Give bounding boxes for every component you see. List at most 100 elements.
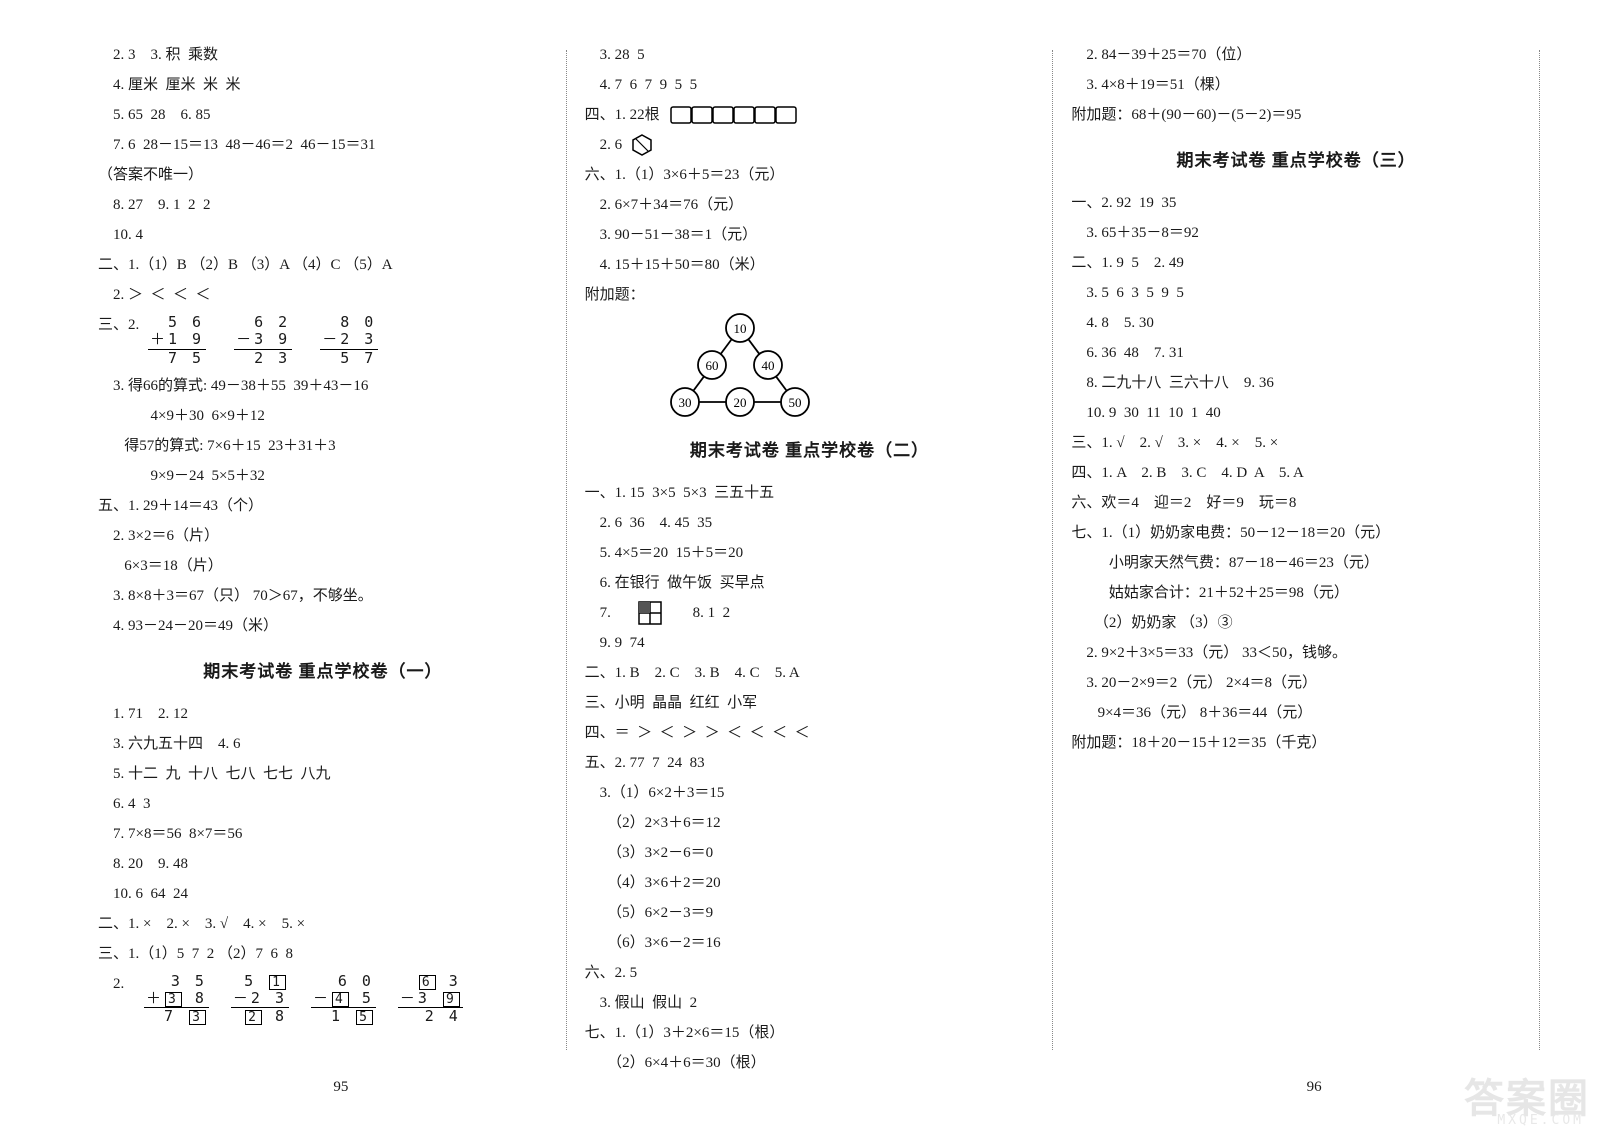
- text-line: 六、2. 5: [585, 958, 1035, 988]
- text-line: 姑姑家合计：21＋52＋25＝98（元）: [1071, 578, 1521, 608]
- vertical-calc: 3 5＋3 8 7 3: [144, 973, 209, 1026]
- text-line: 四、1. 22根: [585, 100, 660, 130]
- text-line: 3. 8×8＋3＝67（只） 70＞67，不够坐。: [98, 581, 548, 611]
- text-line: 1. 71 2. 12: [98, 699, 548, 729]
- text-line: 2. 6×7＋34＝76（元）: [585, 190, 1035, 220]
- text-line: 3. 得66的算式: 49－38＋55 39＋43－16: [98, 371, 548, 401]
- text-line: 3. 65＋35－8＝92: [1071, 218, 1521, 248]
- text-line: 七、1.（1）3＋2×6＝15（根）: [585, 1018, 1035, 1048]
- text-line: 3. 28 5: [585, 40, 1035, 70]
- text-line: （2）2×3＋6＝12: [585, 808, 1035, 838]
- text-line: 四、＝ ＞ ＜ ＞ ＞ ＜ ＜ ＜ ＜: [585, 718, 1035, 748]
- tri-node: 40: [761, 358, 774, 373]
- text-line: 2. 84－39＋25＝70（位）: [1071, 40, 1521, 70]
- text-line: 一、2. 92 19 35: [1071, 188, 1521, 218]
- text-line: 3. 90－51－38＝1（元）: [585, 220, 1035, 250]
- text-line: 2.: [98, 969, 144, 999]
- blocks-icon: [670, 104, 800, 126]
- text-line: 4×9＋30 6×9＋12: [98, 401, 548, 431]
- text-line: 三、2.: [98, 310, 148, 340]
- text-line: （6）3×6－2＝16: [585, 928, 1035, 958]
- text-line: 6. 在银行 做午饭 买早点: [585, 568, 1035, 598]
- grid-square-icon: [637, 600, 663, 626]
- text-line: 三、1.（1）5 7 2 （2）7 6 8: [98, 939, 548, 969]
- page-number-left: 95: [98, 1072, 584, 1102]
- text-line: 2. 6: [585, 130, 623, 160]
- text-line: 二、1. B 2. C 3. B 4. C 5. A: [585, 658, 1035, 688]
- text-line: 附加题：: [585, 280, 1035, 310]
- vertical-calc-row: 5 6＋1 9 7 5 6 2－3 9 2 3 8 0－2 3 5 7: [148, 314, 378, 367]
- text-line: 5. 65 28 6. 85: [98, 100, 548, 130]
- column-2: 3. 28 5 4. 7 6 7 9 5 5 四、1. 22根 2. 6 六、1…: [567, 40, 1053, 1110]
- text-line: 三、小明 晶晶 红红 小军: [585, 688, 1035, 718]
- text-line: 8. 20 9. 48: [98, 849, 548, 879]
- text-line: 附加题：68＋(90－60)－(5－2)＝95: [1071, 100, 1521, 130]
- vertical-calc: 5 1－2 3 2 8: [231, 973, 289, 1026]
- tri-node: 50: [788, 395, 801, 410]
- text-line: （4）3×6＋2＝20: [585, 868, 1035, 898]
- text-line: 4. 8 5. 30: [1071, 308, 1521, 338]
- page-number-right: 96: [1071, 1072, 1557, 1102]
- section-heading: 期末考试卷 重点学校卷（三）: [1071, 144, 1521, 178]
- text-line: 五、1. 29＋14＝43（个）: [98, 491, 548, 521]
- vertical-calc-row: 3 5＋3 8 7 3 5 1－2 3 2 8 6 0－4 5 1 5 6 3－…: [144, 973, 463, 1026]
- text-line: 附加题：18＋20－15＋12＝35（千克）: [1071, 728, 1521, 758]
- text-line: 2. ＞ ＜ ＜ ＜: [98, 280, 548, 310]
- vertical-calc: 5 6＋1 9 7 5: [148, 314, 206, 367]
- vertical-calc: 6 3－3 9 2 4: [398, 973, 463, 1026]
- text-line: 六、欢＝4 迎＝2 好＝9 玩＝8: [1071, 488, 1521, 518]
- text-line: （3）3×2－6＝0: [585, 838, 1035, 868]
- text-line: 二、1.（1）B （2）B （3）A （4）C （5）A: [98, 250, 548, 280]
- text-line: 小明家天然气费：87－18－46＝23（元）: [1071, 548, 1521, 578]
- text-line: 9. 9 74: [585, 628, 1035, 658]
- tri-node: 30: [678, 395, 691, 410]
- text-line: 10. 9 30 11 10 1 40: [1071, 398, 1521, 428]
- text-line: 4. 厘米 厘米 米 米: [98, 70, 548, 100]
- text-line: 得57的算式: 7×6＋15 23＋31＋3: [98, 431, 548, 461]
- text-line: 9×9－24 5×5＋32: [98, 461, 548, 491]
- text-line: 3. 假山 假山 2: [585, 988, 1035, 1018]
- text-line: 9×4＝36（元） 8＋36＝44（元）: [1071, 698, 1521, 728]
- text-line: 七、1.（1）奶奶家电费：50－12－18＝20（元）: [1071, 518, 1521, 548]
- column-3: 2. 84－39＋25＝70（位） 3. 4×8＋19＝51（棵） 附加题：68…: [1053, 40, 1539, 1110]
- text-line: （答案不唯一）: [98, 160, 548, 190]
- page-spread: 2. 3 3. 积 乘数 4. 厘米 厘米 米 米 5. 65 28 6. 85…: [0, 0, 1600, 1130]
- text-line: 3. 20－2×9＝2（元） 2×4＝8（元）: [1071, 668, 1521, 698]
- text-line: 5. 十二 九 十八 七八 七七 八九: [98, 759, 548, 789]
- text-line: 3. 4×8＋19＝51（棵）: [1071, 70, 1521, 100]
- column-1: 2. 3 3. 积 乘数 4. 厘米 厘米 米 米 5. 65 28 6. 85…: [80, 40, 566, 1110]
- tri-node: 60: [705, 358, 718, 373]
- text-line: 一、1. 15 3×5 5×3 三五十五: [585, 478, 1035, 508]
- text-line: 四、1. A 2. B 3. C 4. D A 5. A: [1071, 458, 1521, 488]
- text-line: 8. 1 2: [693, 598, 731, 628]
- text-line: 7.: [585, 598, 637, 628]
- watermark-url: MXQE.COM: [1497, 1113, 1584, 1128]
- text-line: 3.（1）6×2＋3＝15: [585, 778, 1035, 808]
- hexagon-icon: [630, 133, 654, 157]
- tri-node: 20: [733, 395, 746, 410]
- text-line: 二、1. × 2. × 3. √ 4. × 5. ×: [98, 909, 548, 939]
- text-line: 4. 15＋15＋50＝80（米）: [585, 250, 1035, 280]
- text-line: 2. 9×2＋3×5＝33（元） 33＜50，钱够。: [1071, 638, 1521, 668]
- section-heading: 期末考试卷 重点学校卷（二）: [585, 434, 1035, 468]
- text-line: 2. 3×2＝6（片）: [98, 521, 548, 551]
- text-line: 6. 36 48 7. 31: [1071, 338, 1521, 368]
- text-line: 2. 6 36 4. 45 35: [585, 508, 1035, 538]
- vertical-calc: 8 0－2 3 5 7: [320, 314, 378, 367]
- text-line: 6×3＝18（片）: [98, 551, 548, 581]
- section-heading: 期末考试卷 重点学校卷（一）: [98, 655, 548, 689]
- text-line: 4. 93－24－20＝49（米）: [98, 611, 548, 641]
- text-line: （5）6×2－3＝9: [585, 898, 1035, 928]
- text-line: （2）6×4＋6＝30（根）: [585, 1048, 1035, 1078]
- text-line: 六、1.（1）3×6＋5＝23（元）: [585, 160, 1035, 190]
- text-line: （2）奶奶家 （3）③: [1071, 608, 1521, 638]
- number-triangle-diagram: 10 60 40 30 20 50: [655, 310, 825, 420]
- tri-node: 10: [733, 321, 746, 336]
- text-line: 10. 6 64 24: [98, 879, 548, 909]
- text-line: 5. 4×5＝20 15＋5＝20: [585, 538, 1035, 568]
- text-line: 7. 6 28－15＝13 48－46＝2 46－15＝31: [98, 130, 548, 160]
- text-line: 三、1. √ 2. √ 3. × 4. × 5. ×: [1071, 428, 1521, 458]
- text-line: 4. 7 6 7 9 5 5: [585, 70, 1035, 100]
- column-separator: [1539, 50, 1540, 1050]
- text-line: 10. 4: [98, 220, 548, 250]
